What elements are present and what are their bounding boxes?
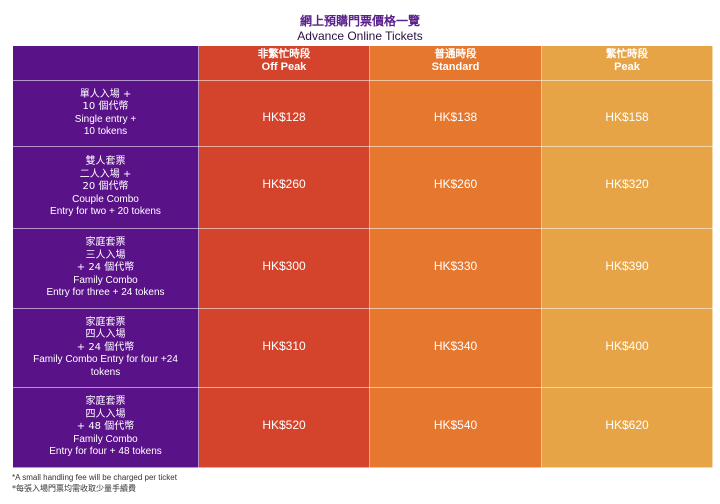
header-corner-cell	[12, 45, 199, 81]
header-peak-en: Peak	[614, 61, 640, 73]
row-label-line: Entry for two + 20 tokens	[50, 206, 161, 218]
row-label-line: + 48 個代幣	[76, 421, 135, 433]
footnote-handling-fee-zh: *每張入場門票均需收取少量手續費	[12, 484, 136, 493]
table-row: 家庭套票 三人入場 + 24 個代幣 Family Combo Entry fo…	[12, 228, 713, 309]
row-label-single-entry: 單人入場 + 10 個代幣 Single entry + 10 tokens	[12, 79, 199, 148]
row-label-line: 20 個代幣	[82, 181, 129, 193]
page-title-english: Advance Online Tickets	[297, 29, 423, 43]
row-label-line: 10 tokens	[83, 126, 128, 138]
price-table: 非繁忙時段 Off Peak 普通時段 Standard 繁忙時段 Peak 單…	[12, 45, 713, 468]
price-peak: HK$390	[541, 228, 713, 309]
row-label-line: Single entry +	[74, 113, 137, 125]
row-label-line: Entry for three + 24 tokens	[46, 287, 165, 299]
page-title-chinese: 網上預購門票價格一覽	[299, 14, 420, 28]
row-label-line: 雙人套票	[85, 156, 126, 168]
header-standard-zh: 普通時段	[434, 48, 477, 60]
row-label-line: 家庭套票	[85, 316, 126, 328]
price-peak: HK$620	[541, 387, 713, 468]
price-standard: HK$340	[369, 307, 542, 389]
price-standard: HK$330	[369, 228, 542, 309]
table-row: 單人入場 + 10 個代幣 Single entry + 10 tokens H…	[12, 79, 713, 148]
header-off-peak: 非繁忙時段 Off Peak	[198, 45, 370, 81]
price-off-peak: HK$128	[198, 79, 370, 148]
row-label-line: tokens	[90, 366, 121, 378]
table-row: 家庭套票 四人入場 + 24 個代幣 Family Combo Entry fo…	[12, 307, 713, 389]
row-label-line: + 24 個代幣	[76, 262, 135, 274]
row-label-line: 家庭套票	[85, 396, 126, 408]
row-label-line: Family Combo	[73, 433, 138, 445]
footnote-handling-fee-en: *A small handling fee will be charged pe…	[12, 473, 177, 482]
row-label-line: Family Combo Entry for four +24	[33, 354, 178, 366]
row-label-line: 家庭套票	[85, 237, 126, 249]
footnotes: *A small handling fee will be charged pe…	[12, 472, 177, 494]
row-label-line: + 24 個代幣	[76, 341, 135, 353]
row-label-line: Couple Combo	[72, 193, 139, 205]
row-label-line: Family Combo	[73, 274, 138, 286]
table-row: 雙人套票 二人入場 + 20 個代幣 Couple Combo Entry fo…	[12, 146, 713, 230]
header-standard: 普通時段 Standard	[369, 45, 542, 81]
row-label-line: 單人入場 +	[79, 88, 132, 100]
price-off-peak: HK$520	[198, 387, 370, 468]
price-off-peak: HK$260	[198, 146, 370, 230]
row-label-family-four-48: 家庭套票 四人入場 + 48 個代幣 Family Combo Entry fo…	[12, 387, 199, 468]
price-standard: HK$138	[369, 79, 542, 148]
row-label-line: Entry for four + 48 tokens	[49, 446, 162, 458]
price-off-peak: HK$310	[198, 307, 370, 389]
price-standard: HK$540	[369, 387, 542, 468]
header-standard-en: Standard	[431, 61, 480, 73]
header-peak-zh: 繁忙時段	[606, 48, 648, 60]
table-row: 家庭套票 四人入場 + 48 個代幣 Family Combo Entry fo…	[12, 387, 713, 468]
row-label-family-four-24: 家庭套票 四人入場 + 24 個代幣 Family Combo Entry fo…	[12, 307, 199, 389]
price-peak: HK$158	[541, 79, 713, 148]
row-label-line: 四人入場	[85, 408, 126, 420]
header-peak: 繁忙時段 Peak	[541, 45, 713, 81]
price-peak: HK$400	[541, 307, 713, 389]
row-label-line: 四人入場	[85, 329, 126, 341]
header-off-peak-en: Off Peak	[261, 61, 307, 73]
row-label-couple-combo: 雙人套票 二人入場 + 20 個代幣 Couple Combo Entry fo…	[12, 146, 199, 230]
row-label-line: 二人入場 +	[79, 168, 132, 180]
header-off-peak-zh: 非繁忙時段	[257, 48, 311, 60]
row-label-family-three: 家庭套票 三人入場 + 24 個代幣 Family Combo Entry fo…	[12, 228, 199, 309]
header-row: 非繁忙時段 Off Peak 普通時段 Standard 繁忙時段 Peak	[12, 45, 713, 81]
row-label-line: 10 個代幣	[82, 101, 129, 113]
price-peak: HK$320	[541, 146, 713, 230]
price-off-peak: HK$300	[198, 228, 370, 309]
row-label-line: 三人入場	[85, 249, 126, 261]
price-standard: HK$260	[369, 146, 542, 230]
